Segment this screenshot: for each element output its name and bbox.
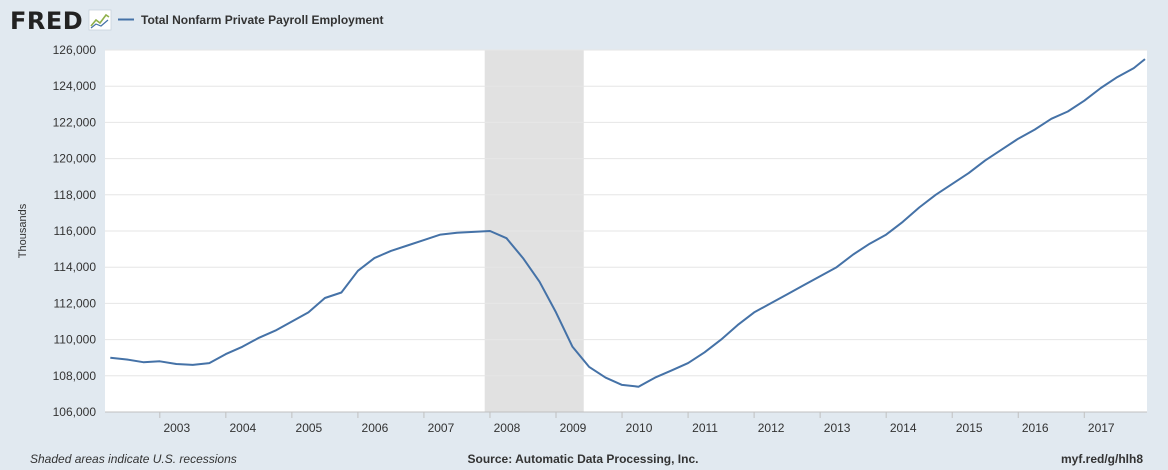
x-tick-label: 2013 — [824, 421, 851, 435]
x-tick-label: 2012 — [758, 421, 785, 435]
recession-note: Shaded areas indicate U.S. recessions — [30, 452, 237, 466]
y-tick-label: 108,000 — [53, 369, 97, 383]
x-tick-label: 2003 — [163, 421, 190, 435]
line-chart-icon — [88, 9, 112, 31]
legend-label[interactable]: Total Nonfarm Private Payroll Employment — [141, 13, 384, 27]
y-tick-label: 112,000 — [54, 296, 97, 310]
y-axis: 106,000 108,000 110,000 112,000 114,000 116,0… — [53, 43, 97, 419]
y-tick-label: 110,000 — [54, 333, 97, 347]
y-tick-label: 120,000 — [53, 152, 97, 166]
x-tick-label: 2008 — [494, 421, 521, 435]
x-tick-label: 2006 — [362, 421, 389, 435]
y-tick-label: 118,000 — [54, 188, 97, 202]
fred-logo[interactable]: FRED — [10, 7, 83, 35]
x-tick-label: 2004 — [229, 421, 256, 435]
x-tick-label: 2005 — [296, 421, 323, 435]
source-note: Source: Automatic Data Processing, Inc. — [468, 452, 699, 466]
y-axis-label: Thousands — [17, 203, 29, 258]
y-tick-label: 106,000 — [53, 405, 97, 419]
series-line[interactable] — [110, 58, 1146, 388]
x-tick-label: 2015 — [956, 421, 983, 435]
x-tick-label: 2011 — [692, 421, 718, 435]
y-tick-label: 116,000 — [54, 224, 97, 238]
short-link[interactable]: myf.red/g/hlh8 — [1061, 452, 1143, 466]
x-tick-label: 2009 — [560, 421, 587, 435]
y-tick-label: 122,000 — [53, 115, 97, 129]
y-tick-label: 126,000 — [53, 43, 97, 57]
x-tick-label: 2017 — [1088, 421, 1115, 435]
x-tick-label: 2014 — [890, 421, 917, 435]
y-tick-label: 124,000 — [53, 79, 97, 93]
x-tick-label: 2016 — [1022, 421, 1049, 435]
y-tick-label: 114,000 — [54, 260, 97, 274]
series-layer — [110, 58, 1146, 388]
x-axis: 2003 2004 2005 2006 2007 2008 2009 2010 2011 2012… — [105, 411, 1147, 435]
x-tick-label: 2007 — [428, 421, 455, 435]
x-tick-label: 2010 — [626, 421, 653, 435]
